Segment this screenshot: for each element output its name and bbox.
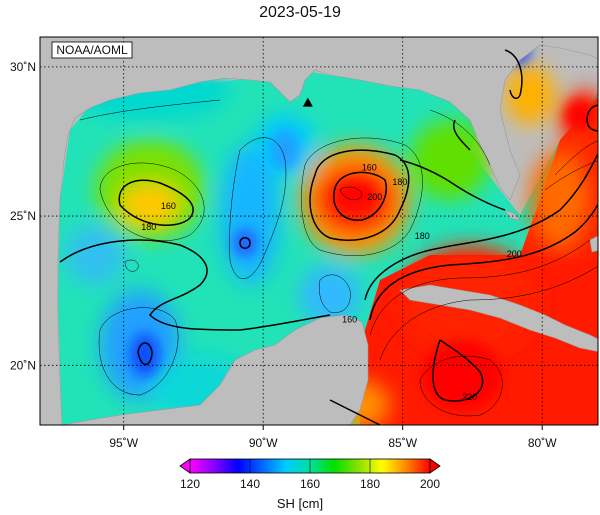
graticule <box>40 37 598 425</box>
contours-thin <box>79 99 598 417</box>
credit-text: NOAA/AOML <box>56 43 128 57</box>
lon-tick-label: 85˚W <box>388 436 417 450</box>
credit-box <box>51 41 133 59</box>
colorbar-low-arrow <box>179 458 191 474</box>
mexico-coast <box>61 314 369 425</box>
lon-tick-label: 90˚W <box>249 436 278 450</box>
map-frame <box>39 36 599 426</box>
lat-tick-label: 30˚N <box>10 60 36 74</box>
colorbar-tick-label: 140 <box>240 477 260 491</box>
field-cores <box>130 37 595 410</box>
florida-keys <box>504 209 521 221</box>
colorbar-tick-label: 160 <box>300 477 320 491</box>
colorbar: 120 140 160 180 200 <box>179 458 441 491</box>
station-marker-triangle <box>302 97 313 107</box>
cuba <box>399 284 598 352</box>
us-coast <box>40 37 598 425</box>
lon-tick-label: 80˚W <box>528 436 557 450</box>
contour-label: 160 <box>342 315 357 325</box>
colorbar-tick-label: 200 <box>420 477 440 491</box>
colorbar-high-arrow <box>429 458 441 474</box>
longitude-labels: 95˚W 90˚W 85˚W 80˚W <box>109 425 557 450</box>
contour-label: 200 <box>507 249 522 259</box>
latitude-labels: 20˚N 25˚N 30˚N <box>10 60 36 372</box>
contour-label: 180 <box>141 222 156 232</box>
contour-label: 180 <box>415 231 430 241</box>
land-masses <box>40 37 598 425</box>
contours-bold <box>59 49 598 425</box>
colorbar-tick-label: 180 <box>360 477 380 491</box>
lon-tick-label: 95˚W <box>109 436 138 450</box>
lat-tick-label: 25˚N <box>10 209 36 223</box>
contour-label: 220 <box>462 392 477 402</box>
bahamas <box>589 235 598 253</box>
contour-labels: 160 180 200 160 180 180 200 160 220 <box>141 162 522 402</box>
colorbar-label: SH [cm] <box>276 496 324 511</box>
colorbar-ticks: 120 140 160 180 200 <box>180 459 440 491</box>
lat-tick-label: 20˚N <box>10 358 36 372</box>
contour-label: 200 <box>367 192 382 202</box>
map-title: 2023-05-19 <box>259 4 341 21</box>
contour-label: 180 <box>392 177 407 187</box>
colorbar-tick-label: 120 <box>180 477 200 491</box>
plot-area: 160 180 200 160 180 180 200 160 220 <box>40 37 598 425</box>
contour-label: 160 <box>161 201 176 211</box>
contour-label: 160 <box>362 162 377 172</box>
